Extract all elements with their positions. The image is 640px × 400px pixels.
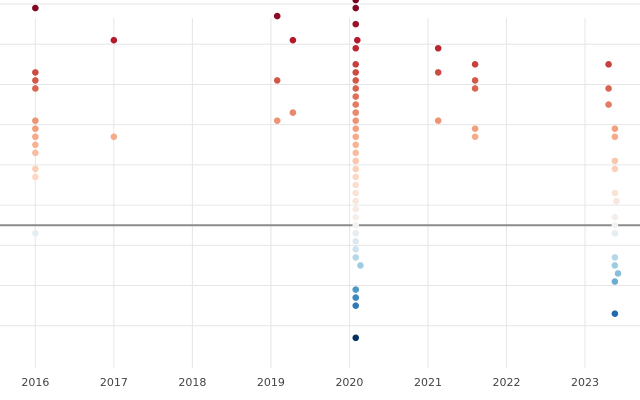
data-point <box>32 141 39 149</box>
data-point <box>611 278 619 285</box>
data-point <box>611 213 619 221</box>
data-point <box>611 254 619 261</box>
data-point <box>611 125 619 132</box>
data-point <box>354 36 361 44</box>
data-point <box>352 93 360 100</box>
data-point <box>352 173 360 181</box>
data-point <box>273 77 281 84</box>
data-point <box>352 77 360 84</box>
data-point <box>352 4 360 12</box>
data-point <box>32 69 39 76</box>
data-point <box>614 270 622 277</box>
data-point <box>611 189 619 197</box>
data-point <box>611 262 619 269</box>
data-point <box>32 229 39 237</box>
data-point <box>434 117 442 124</box>
data-point <box>110 133 118 141</box>
data-point <box>352 133 360 141</box>
x-tick-label: 2020 <box>335 376 363 389</box>
data-point <box>352 334 360 342</box>
data-point <box>352 117 360 124</box>
data-point <box>32 117 39 124</box>
data-point <box>352 238 360 245</box>
data-point <box>352 229 360 237</box>
data-point <box>611 221 619 229</box>
x-tick-label: 2022 <box>493 376 521 389</box>
data-point <box>32 133 39 141</box>
data-point <box>352 101 360 108</box>
x-tick-label: 2016 <box>21 376 49 389</box>
data-point <box>352 0 360 4</box>
data-point <box>352 61 360 68</box>
data-point <box>352 197 360 205</box>
data-point <box>611 157 619 165</box>
data-point <box>32 165 39 173</box>
data-point <box>471 133 479 141</box>
data-point <box>273 12 281 20</box>
data-point <box>352 302 360 309</box>
data-point <box>605 85 612 92</box>
x-axis-tick-labels: 2016 2017 2018 2019 2020 2021 2022 2023 <box>21 376 599 389</box>
data-point <box>32 149 39 157</box>
data-point <box>352 205 360 213</box>
data-point <box>357 262 364 269</box>
data-point <box>352 85 360 92</box>
data-point <box>352 221 360 229</box>
data-point <box>352 44 360 52</box>
data-point <box>611 229 619 237</box>
data-point <box>352 213 360 221</box>
data-point <box>605 101 612 108</box>
x-tick-label: 2021 <box>414 376 442 389</box>
data-point <box>352 125 360 132</box>
data-point <box>471 77 479 84</box>
data-point <box>352 157 360 165</box>
data-point <box>352 69 360 76</box>
x-tick-label: 2018 <box>178 376 206 389</box>
data-point <box>352 165 360 173</box>
data-point <box>434 44 442 52</box>
data-points <box>32 0 622 342</box>
data-point <box>605 61 612 68</box>
data-point <box>32 125 39 132</box>
data-point <box>611 133 619 141</box>
data-point <box>110 36 118 44</box>
data-point <box>352 20 360 28</box>
x-tick-label: 2023 <box>571 376 599 389</box>
data-point <box>352 141 360 149</box>
gridlines <box>0 3 640 368</box>
data-point <box>352 286 360 293</box>
data-point <box>352 294 360 301</box>
data-point <box>32 77 39 84</box>
data-point <box>32 85 39 92</box>
data-point <box>32 4 39 12</box>
data-point <box>471 85 479 92</box>
data-point <box>352 246 360 253</box>
x-tick-label: 2017 <box>100 376 128 389</box>
data-point <box>32 173 39 181</box>
data-point <box>611 165 619 173</box>
data-point <box>352 181 360 189</box>
data-point <box>471 125 479 132</box>
data-point <box>289 36 297 44</box>
data-point <box>289 109 297 116</box>
data-point <box>434 69 442 76</box>
x-tick-label: 2019 <box>257 376 285 389</box>
data-point <box>352 109 360 116</box>
data-point <box>352 189 360 197</box>
data-point <box>611 310 619 317</box>
data-point <box>352 254 360 261</box>
data-point <box>273 117 281 124</box>
data-point <box>613 197 620 205</box>
data-point <box>471 61 479 68</box>
data-point <box>352 149 360 157</box>
